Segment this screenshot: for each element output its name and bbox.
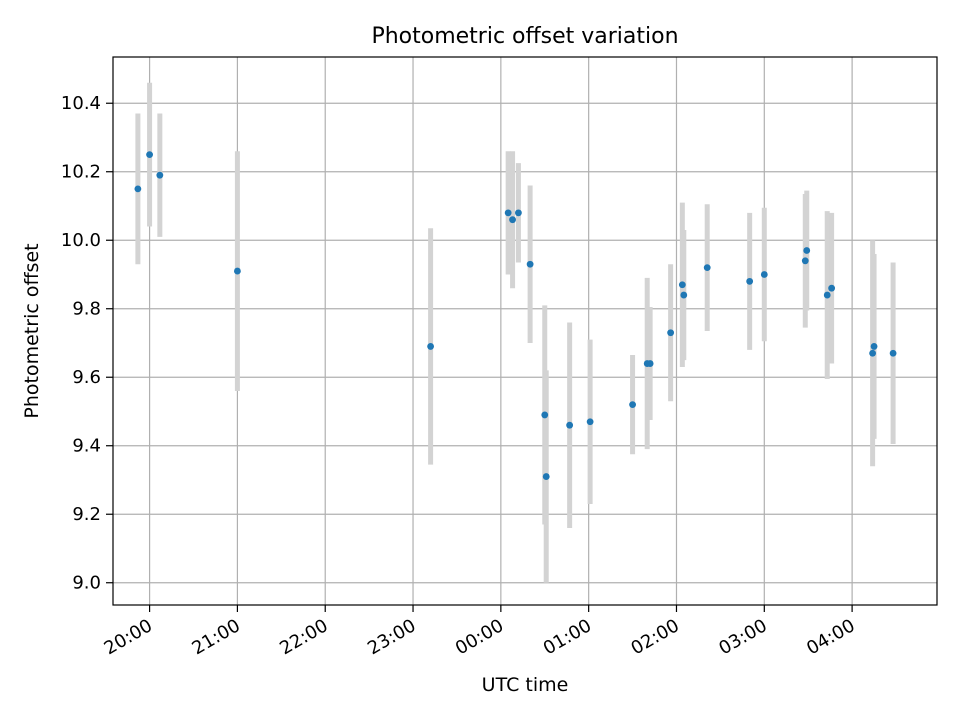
- data-point: [515, 209, 522, 217]
- data-point: [889, 349, 897, 357]
- x-tick-label: 03:00: [715, 615, 770, 659]
- x-tick-label: 22:00: [276, 615, 331, 659]
- y-axis-label: Photometric offset: [21, 243, 43, 418]
- grid: [113, 57, 937, 605]
- data-point: [760, 271, 768, 278]
- data-point: [870, 343, 878, 350]
- y-tick-label: 10.4: [61, 93, 101, 114]
- data-point: [234, 267, 241, 275]
- data-point: [156, 171, 164, 179]
- data-point: [869, 349, 877, 357]
- data-point: [427, 343, 434, 350]
- data-point: [801, 257, 809, 265]
- data-point: [134, 185, 142, 193]
- data-point: [566, 421, 574, 429]
- x-tick-label: 21:00: [188, 615, 243, 659]
- y-tick-label: 9.4: [72, 436, 101, 457]
- y-tick-label: 10.2: [61, 162, 101, 183]
- y-tick-label: 10.0: [61, 230, 101, 251]
- data-point: [823, 291, 831, 299]
- axes-frame: [112, 56, 938, 606]
- x-tick-label: 20:00: [101, 615, 156, 659]
- data-points: [134, 151, 897, 480]
- x-tick-label: 23:00: [364, 615, 419, 659]
- data-point: [828, 284, 836, 292]
- data-point: [542, 473, 550, 480]
- data-point: [803, 247, 811, 254]
- data-point: [509, 216, 516, 224]
- y-tick-label: 9.8: [72, 299, 101, 320]
- data-point: [746, 277, 754, 285]
- x-tick-label: 00:00: [452, 615, 507, 659]
- data-point: [629, 401, 636, 409]
- data-point: [703, 264, 711, 272]
- data-point: [526, 260, 534, 268]
- data-point: [541, 411, 549, 419]
- x-tick-label: 01:00: [540, 615, 595, 659]
- ticks: 9.0 9.2 9.4 9.6 9.8 10.0 10.2 10.4 20:00 21:00 22:…: [61, 93, 859, 659]
- chart-title: Photometric offset variation: [371, 24, 678, 49]
- data-point: [646, 360, 654, 367]
- y-tick-label: 9.6: [72, 367, 101, 388]
- data-point: [667, 329, 675, 337]
- data-point: [504, 209, 512, 217]
- data-point: [678, 281, 686, 289]
- data-point: [680, 291, 688, 299]
- x-axis-label: UTC time: [482, 674, 569, 696]
- data-point: [586, 418, 594, 426]
- x-tick-label: 04:00: [803, 615, 858, 659]
- data-point: [146, 151, 153, 159]
- error-bars: [135, 82, 896, 583]
- y-tick-label: 9.2: [72, 504, 101, 525]
- y-tick-label: 9.0: [72, 573, 101, 594]
- x-tick-label: 02:00: [628, 615, 683, 659]
